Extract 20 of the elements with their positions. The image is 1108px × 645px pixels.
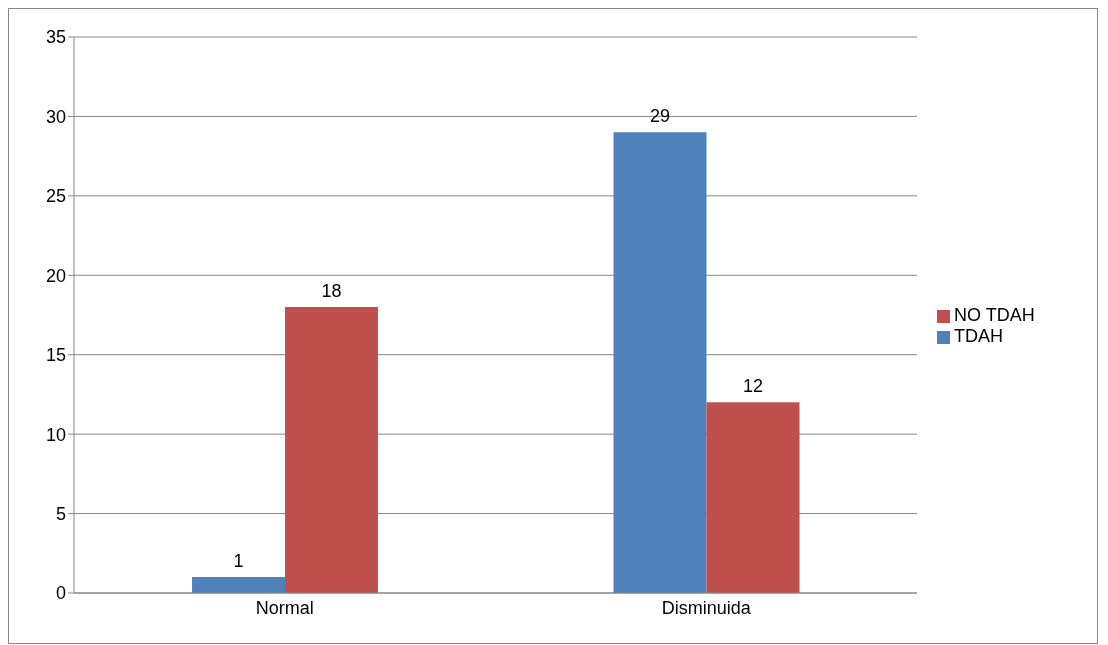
legend-label: TDAH [954, 326, 1003, 346]
x-tick-label: Disminuida [661, 597, 752, 618]
bar [285, 307, 379, 593]
y-tick-label: 0 [55, 583, 66, 604]
y-tick-label: 25 [45, 186, 66, 207]
x-tick-label: Normal [255, 597, 314, 618]
data-label: 12 [743, 376, 764, 397]
data-label: 29 [650, 106, 671, 127]
legend-label: NO TDAH [954, 305, 1035, 325]
data-label: 18 [321, 281, 342, 302]
y-tick-label: 30 [45, 106, 66, 127]
bar [706, 402, 800, 593]
y-tick-label: 35 [45, 27, 66, 48]
data-label: 1 [233, 551, 244, 572]
y-tick-label: 20 [45, 265, 66, 286]
y-tick-label: 15 [45, 345, 66, 366]
y-tick-label: 10 [45, 424, 66, 445]
y-tick-label: 5 [55, 503, 66, 524]
bar [613, 132, 707, 593]
bar [192, 577, 286, 593]
